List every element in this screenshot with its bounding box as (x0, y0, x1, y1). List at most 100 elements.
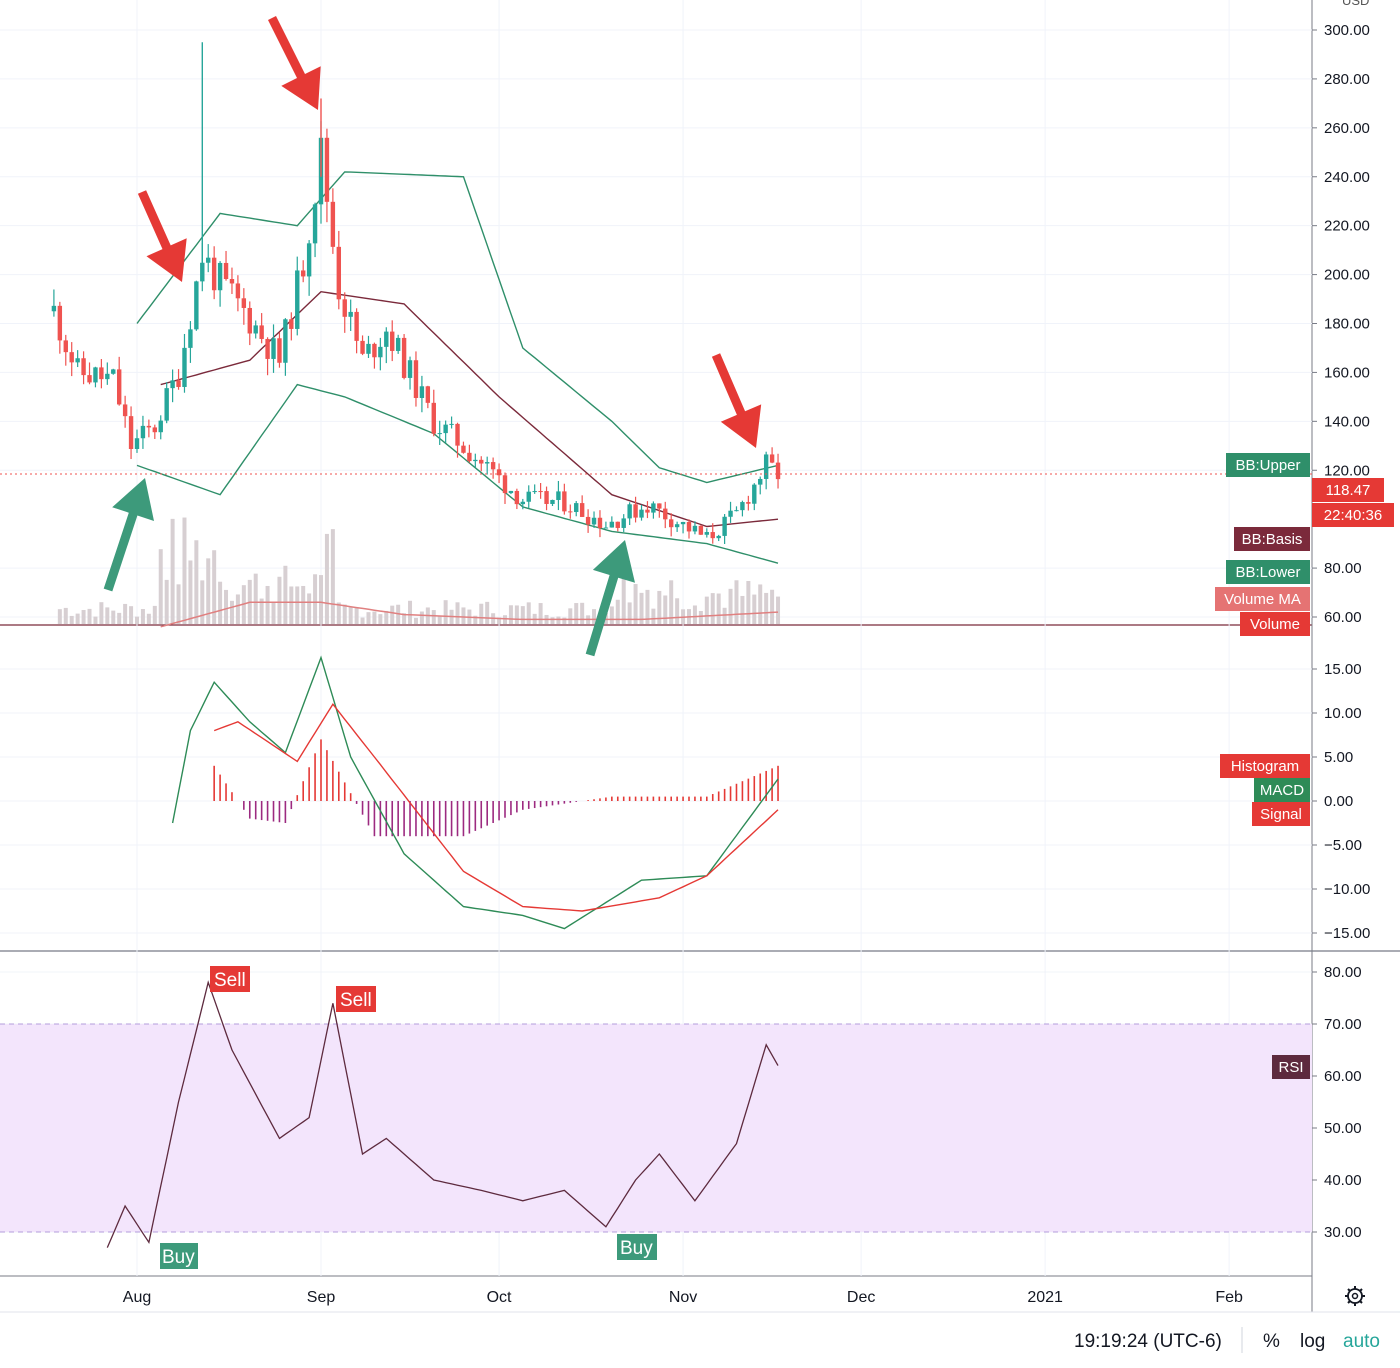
volume-bar (182, 517, 187, 624)
candle-body (158, 420, 163, 433)
price-pane[interactable] (0, 42, 1312, 628)
signal-line (213, 702, 779, 912)
time-label[interactable]: Dec (847, 1289, 875, 1306)
volume-bar (497, 617, 502, 624)
candle-body (556, 491, 561, 500)
time-label[interactable]: Feb (1215, 1289, 1243, 1306)
time-label[interactable]: Aug (123, 1289, 151, 1306)
volume-bar (710, 593, 715, 624)
candle-body (93, 367, 98, 383)
candle-body (419, 386, 425, 398)
candle-body (443, 424, 448, 434)
volume-bar (556, 616, 561, 624)
price-tick-label: 240.00 (1324, 169, 1370, 186)
price-tick-label: 60.00 (1324, 609, 1362, 626)
macd-tick-label: 0.00 (1324, 793, 1353, 810)
volume-bar (473, 615, 478, 624)
volume-bar (568, 608, 573, 624)
volume-bar (734, 580, 739, 624)
price-tick-label: 120.00 (1324, 462, 1370, 479)
candle-body (194, 281, 199, 330)
volume-bar (728, 588, 733, 624)
volume-bar (758, 584, 763, 624)
macd-tick-label: −15.00 (1324, 925, 1370, 942)
volume-bar (621, 577, 626, 624)
percent-toggle[interactable]: % (1263, 1331, 1280, 1352)
volume-bar (366, 612, 371, 624)
volume-bar (146, 613, 151, 624)
candle-body (502, 475, 508, 494)
rsi-pane[interactable] (0, 980, 1312, 1248)
volume-bar (372, 611, 377, 624)
candle-body (401, 337, 407, 378)
volume-bar (283, 565, 288, 624)
macd-line (171, 655, 779, 930)
candle-body (354, 311, 359, 341)
volume-bar (663, 595, 668, 624)
time-label[interactable]: Nov (669, 1289, 697, 1306)
candle-body (651, 503, 656, 513)
volume-bar (330, 529, 335, 624)
time-axis[interactable]: Aug Sep Oct Nov Dec 2021 Feb (123, 1289, 1243, 1306)
candle-body (763, 454, 769, 479)
candle-body (57, 305, 63, 341)
svg-text:BB:Basis: BB:Basis (1242, 531, 1303, 548)
candle-body (704, 532, 710, 535)
volume-bar (360, 617, 365, 624)
volume-bar (384, 610, 389, 624)
macd-tick-label: −10.00 (1324, 881, 1370, 898)
volume-bar (645, 589, 650, 624)
log-toggle[interactable]: log (1300, 1331, 1325, 1352)
candle-body (467, 452, 472, 462)
currency-label: USD (1342, 0, 1369, 8)
candle-body (229, 279, 235, 284)
volume-bar (129, 606, 134, 624)
volume-bar (378, 614, 383, 624)
candle-body (390, 331, 395, 351)
volume-bar (526, 602, 531, 624)
volume-bar (336, 602, 341, 624)
gear-icon[interactable] (1345, 1286, 1365, 1306)
volume-bar (716, 593, 721, 624)
candle-body (425, 386, 431, 403)
legend-tags: BB:Upper BB:Basis BB:Lower Volume MA Volume 1… (1215, 453, 1394, 1079)
time-label[interactable]: 2021 (1027, 1289, 1063, 1306)
candle-body (152, 427, 158, 433)
candle-body (283, 319, 288, 363)
volume-bar (764, 592, 769, 624)
candle-body (734, 510, 739, 512)
tag-histogram: Histogram (1220, 754, 1310, 778)
candle-body (728, 510, 733, 517)
auto-toggle[interactable]: auto (1343, 1331, 1380, 1352)
volume-bar (289, 586, 294, 624)
volume-bar (776, 596, 781, 624)
candle-body (609, 521, 615, 528)
rsi-tick-label: 30.00 (1324, 1224, 1362, 1241)
volume-bar (342, 604, 347, 624)
svg-text:Sell: Sell (340, 990, 372, 1011)
buy-label-1: Buy (160, 1243, 198, 1269)
candle-body (526, 491, 531, 502)
volume-bar (253, 573, 258, 624)
time-label[interactable]: Sep (307, 1289, 336, 1306)
macd-pane[interactable] (0, 655, 1312, 930)
volume-bar (485, 601, 490, 624)
candle-body (312, 204, 318, 244)
bb-upper-line (136, 171, 779, 484)
volume-bar (206, 558, 211, 624)
arrow-annotations (103, 16, 762, 657)
volume-bar (615, 599, 620, 624)
candle-body (247, 307, 252, 334)
volume-bar (235, 594, 240, 624)
price-axis[interactable]: 300.00 280.00 260.00 240.00 220.00 200.00 180.… (1312, 22, 1370, 1241)
time-label[interactable]: Oct (487, 1289, 512, 1306)
volume-ma-line (160, 601, 779, 628)
candle-body (455, 423, 460, 446)
volume-bar (704, 596, 709, 624)
candle-body (116, 369, 122, 405)
svg-text:Volume: Volume (1250, 616, 1300, 633)
candle-body (437, 433, 442, 435)
tag-countdown: 22:40:36 (1312, 503, 1394, 527)
candle-body (134, 438, 140, 450)
